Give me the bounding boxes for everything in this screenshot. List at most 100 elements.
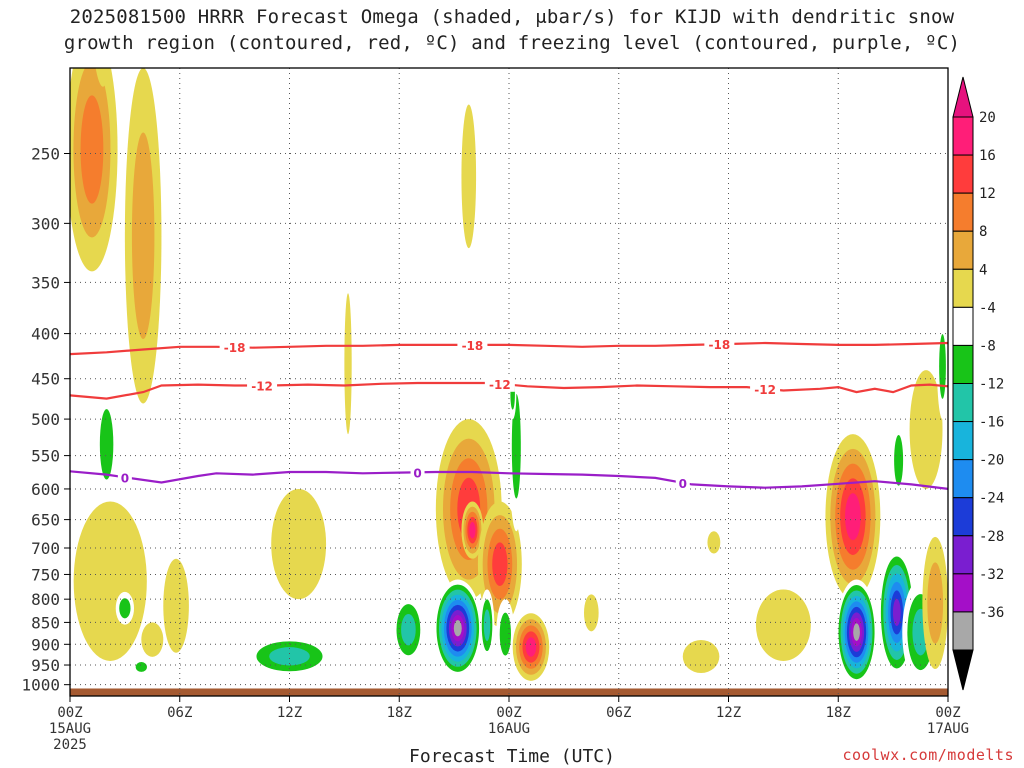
omega-cell: [512, 613, 550, 681]
colorbar-label: -12: [979, 377, 1004, 393]
omega-level-neg8-shade: [499, 612, 511, 656]
omega-level-4-shade: [271, 488, 327, 600]
omega-cell: [141, 622, 164, 657]
x-tick-label: 06Z: [167, 705, 192, 721]
colorbar-label: -8: [979, 338, 996, 354]
omega-cell: [922, 536, 948, 670]
contour-label-bg: [750, 380, 781, 397]
source-credit[interactable]: coolwx.com/modelts: [842, 746, 1014, 764]
omega-cell: [391, 594, 425, 666]
y-tick-label: 950: [31, 656, 60, 675]
omega-cell: [243, 635, 336, 677]
chart-title-line2: growth region (contoured, red, ºC) and f…: [63, 32, 961, 54]
colorbar-swatch: [952, 497, 974, 537]
y-tick-label: 700: [31, 539, 60, 558]
colorbar-label: -24: [979, 491, 1004, 507]
colorbar-swatch: [952, 154, 974, 194]
plot-area: -18 -18 -18 -12 -12 -12 0 0 0: [69, 68, 949, 696]
colorbar-label: -4: [979, 300, 996, 316]
x-tick-label: 00Z: [935, 705, 960, 721]
omega-level-neg8-shade: [119, 598, 131, 619]
y-tick-label: 650: [31, 511, 60, 530]
contour-label-bg: [219, 339, 250, 356]
y-tick-label: 1000: [21, 676, 60, 695]
omega-cell: [132, 658, 151, 675]
contour-0C: 0 0 0: [69, 464, 949, 491]
omega-level-20-shade: [845, 493, 861, 541]
omega-cell: [707, 531, 721, 554]
colorbar-label: 12: [979, 186, 996, 202]
colorbar-label: 4: [979, 262, 987, 278]
omega-level-4-shade: [461, 104, 477, 249]
colorbar-swatch: [952, 573, 974, 613]
contour-label-bg: [704, 336, 735, 353]
omega-level-4-shade: [909, 370, 943, 489]
contour-label: 0: [679, 477, 687, 491]
omega-level-4-shade: [95, 68, 111, 87]
x-tick-label: 12Z: [277, 705, 302, 721]
chart-title-line1: 2025081500 HRRR Forecast Omega (shaded, …: [69, 6, 955, 28]
x-tick-date-label: 17AUG: [927, 721, 969, 737]
y-tick-label: 600: [31, 480, 60, 499]
omega-level-neg8-shade: [939, 334, 946, 399]
omega-level-4-shade: [73, 501, 147, 661]
omega-level-neg12-shade: [269, 647, 310, 666]
colorbar-swatch: [952, 344, 974, 384]
x-tick-label: 00Z: [57, 705, 82, 721]
omega-cell: [461, 104, 477, 249]
y-tick-label: 750: [31, 565, 60, 584]
colorbar-swatch: [952, 383, 974, 423]
colorbar-label: -28: [979, 529, 1004, 545]
colorbar-bottom-arrow: [952, 649, 974, 691]
x-tick-label: 06Z: [606, 705, 631, 721]
y-tick-label: 500: [31, 410, 60, 429]
colorbar: 20 16 12 8 4 -4 -8 -12 -16 -20 -24 -28 -32 -36: [952, 76, 1004, 691]
omega-cell: [477, 501, 522, 627]
colorbar-swatch: [952, 230, 974, 270]
colorbar-label: -20: [979, 453, 1004, 469]
contour-label-bg: [484, 375, 515, 392]
omega-level-neg12-shade: [483, 609, 491, 642]
contour-label-bg: [247, 377, 278, 394]
colorbar-swatch: [952, 459, 974, 499]
contour-label: 0: [413, 466, 421, 480]
omega-level-neg8-shade: [894, 434, 904, 486]
omega-cell: [496, 599, 515, 670]
x-tick-label: 00Z: [496, 705, 521, 721]
y-tick-label: 550: [31, 447, 60, 466]
colorbar-label: 20: [979, 110, 996, 126]
omega-cell: [344, 293, 352, 435]
colorbar-swatch: [952, 268, 974, 308]
omega-level-20-shade: [469, 521, 476, 539]
plot-clip-group: [70, 68, 948, 696]
omega-cell: [583, 594, 599, 632]
y-tick-label: 400: [31, 325, 60, 344]
contour-label-bg: [117, 469, 132, 486]
axes: 250 300 350 400 450 500 550 600 650 700 750 800 850 9…: [21, 67, 969, 753]
contour-line: [69, 470, 949, 490]
colorbar-swatch: [952, 421, 974, 461]
x-axis-title: Forecast Time (UTC): [409, 746, 615, 767]
contour-label-bg: [410, 464, 425, 481]
contour-neg18C: -18 -18 -18: [69, 336, 949, 356]
omega-level-4-shade: [344, 293, 352, 435]
omega-level-4-shade: [755, 589, 811, 661]
omega-cell: [479, 589, 495, 661]
colorbar-top-arrow: [952, 76, 974, 118]
omega-level-16-shade: [492, 542, 508, 587]
omega-cell: [163, 558, 189, 653]
y-tick-label: 850: [31, 613, 60, 632]
contour-line: [69, 341, 949, 356]
omega-level-8-shade: [131, 132, 155, 339]
y-tick-label: 350: [31, 273, 60, 292]
colorbar-swatch: [952, 192, 974, 232]
omega-level-4-shade: [141, 622, 164, 657]
colorbar-label: -32: [979, 567, 1004, 583]
surface-terrain-band: [70, 688, 948, 696]
colorbar-label: 16: [979, 148, 996, 164]
chart-title: 2025081500 HRRR Forecast Omega (shaded, …: [0, 4, 1024, 56]
contour-label-bg: [457, 336, 488, 353]
omega-cell: [909, 370, 943, 489]
omega-level-20-shade: [525, 637, 537, 657]
